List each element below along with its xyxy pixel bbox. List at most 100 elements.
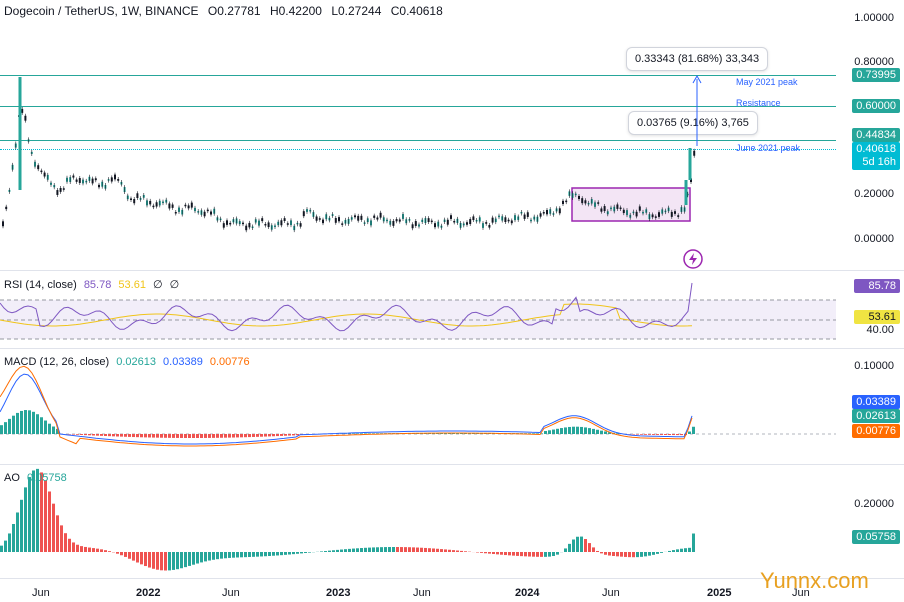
ao-tag: 0.05758 <box>852 530 900 544</box>
ao-histogram-bar <box>328 550 331 552</box>
pane-separator-macd[interactable] <box>0 348 904 349</box>
ao-histogram-bar <box>332 550 335 552</box>
ao-histogram-bar <box>152 552 155 569</box>
ao-histogram-bar <box>176 552 179 570</box>
ao-histogram-bar <box>588 543 591 552</box>
ao-histogram-bar <box>512 552 515 556</box>
rsi-legend[interactable]: RSI (14, close) 85.78 53.61 ∅ ∅ <box>4 278 183 291</box>
ao-histogram-bar <box>444 549 447 552</box>
ao-histogram-bar <box>84 546 87 552</box>
ao-histogram-bar <box>676 549 679 552</box>
macd-histogram-bar <box>288 434 291 436</box>
ao-histogram-bar <box>508 552 511 556</box>
macd-histogram-bar <box>556 428 559 434</box>
macd-legend[interactable]: MACD (12, 26, close) 0.02613 0.03389 0.0… <box>4 356 254 368</box>
ao-histogram-bar <box>264 552 267 557</box>
ao-histogram-bar <box>680 548 683 552</box>
ao-histogram-bar <box>192 552 195 565</box>
macd-histogram-bar <box>96 434 99 436</box>
pane-separator-ao[interactable] <box>0 464 904 465</box>
ao-histogram-bar <box>52 503 55 552</box>
ao-histogram-bar <box>196 552 199 564</box>
ao-histogram-bar <box>552 552 555 557</box>
ao-histogram-bar <box>360 548 363 552</box>
ao-histogram-bar <box>308 552 311 553</box>
macd-histogram-bar <box>372 433 375 434</box>
ao-histogram-bar <box>8 533 11 552</box>
macd-histogram-bar <box>44 420 47 434</box>
ao-histogram-bar <box>292 552 295 555</box>
macd-histogram-bar <box>668 434 671 436</box>
pane-separator-time <box>0 578 904 579</box>
macd-histogram-bar <box>376 433 379 434</box>
ao-legend[interactable]: AO 0.05758 <box>4 472 71 484</box>
ao-histogram-bar <box>592 547 595 552</box>
symbol-title[interactable]: Dogecoin / TetherUS, 1W, BINANCE <box>4 4 199 18</box>
ao-histogram-bar <box>260 552 263 557</box>
ao-histogram-bar <box>16 512 19 552</box>
ao-histogram-bar <box>204 552 207 562</box>
macd-histogram-bar <box>672 434 675 436</box>
level-line-resistance[interactable] <box>0 106 836 107</box>
ao-histogram-bar <box>68 538 71 552</box>
macd-histogram-bar <box>256 434 259 437</box>
macd-histogram-bar <box>616 433 619 434</box>
ao-histogram-bar <box>684 548 687 552</box>
macd-histogram-bar <box>72 434 75 435</box>
measure-arrow-head <box>692 74 702 84</box>
macd-histogram-bar <box>80 434 83 435</box>
ohlc-close: C0.40618 <box>390 4 443 18</box>
rsi-tag: 85.78 <box>854 279 900 293</box>
ao-histogram-bar <box>164 552 167 571</box>
bar-countdown: 5d 16h <box>862 156 896 168</box>
pane-separator-rsi[interactable] <box>0 270 904 271</box>
ao-histogram-bar <box>448 549 451 552</box>
ao-histogram-bar <box>488 552 491 554</box>
ao-histogram-bar <box>420 547 423 552</box>
ao-histogram-bar <box>156 552 159 570</box>
ao-histogram-bar <box>652 552 655 555</box>
ao-histogram-bar <box>248 552 251 557</box>
ao-histogram-bar <box>528 552 531 557</box>
last-price-line <box>0 149 836 150</box>
symbol-header[interactable]: Dogecoin / TetherUS, 1W, BINANCE O0.2778… <box>4 4 449 18</box>
ao-histogram-bar <box>168 552 171 571</box>
level-line-june-2021[interactable] <box>0 140 836 141</box>
ao-histogram-bar <box>288 552 291 555</box>
ao-histogram-bar <box>120 552 123 556</box>
macd-histogram-bar <box>120 434 123 437</box>
ao-histogram-bar <box>596 550 599 552</box>
ao-histogram-bar <box>344 549 347 552</box>
ao-histogram-bar <box>184 552 187 568</box>
macd-histogram-bar <box>652 434 655 435</box>
macd-histogram-bar <box>12 415 15 434</box>
ao-histogram-bar <box>348 548 351 552</box>
level-line-may-2021[interactable] <box>0 75 836 76</box>
macd-histogram-bar <box>100 434 103 436</box>
ao-histogram-bar <box>0 545 3 552</box>
macd-histogram-bar <box>56 428 59 434</box>
ao-histogram-bar <box>76 544 79 552</box>
macd-histogram-bar <box>544 430 547 434</box>
ao-histogram-bar <box>100 549 103 552</box>
macd-histogram-bar <box>92 434 95 436</box>
macd-histogram-bar <box>188 434 191 438</box>
macd-histogram-bar <box>116 434 119 437</box>
ao-histogram-bar <box>20 499 23 552</box>
macd-histogram-bar <box>0 425 3 434</box>
macd-histogram-bar <box>280 434 283 436</box>
ao-histogram-bar <box>384 547 387 552</box>
ao-histogram-bar <box>688 547 691 552</box>
price-tick-4: 0.00000 <box>854 233 894 245</box>
ao-histogram-bar <box>224 552 227 559</box>
macd-histogram-bar <box>40 417 43 434</box>
macd-histogram-bar <box>572 426 575 434</box>
ao-histogram-bar <box>580 536 583 552</box>
macd-histogram-bar <box>600 430 603 434</box>
macd-histogram-bar <box>216 434 219 438</box>
measure-tooltip-lower: 0.03765 (9.16%) 3,765 <box>628 111 758 135</box>
ao-histogram-bar <box>128 552 131 559</box>
ao-histogram <box>0 468 695 571</box>
macd-histogram-bar <box>184 434 187 438</box>
